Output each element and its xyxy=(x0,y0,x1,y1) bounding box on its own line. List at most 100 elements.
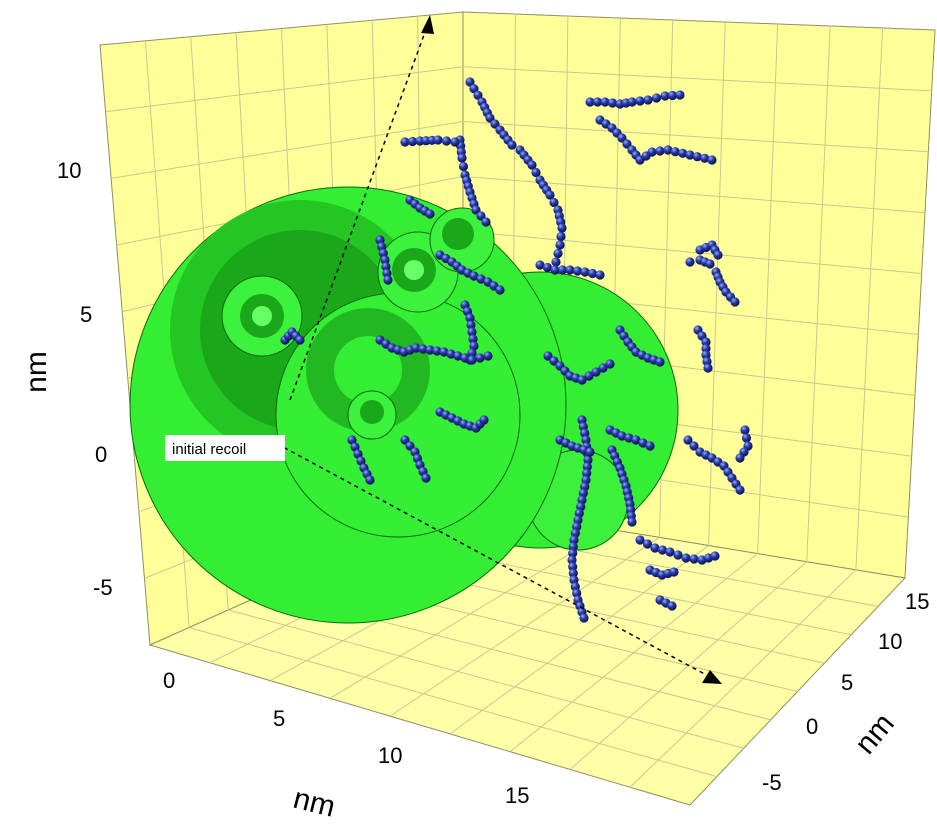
tick-depth-2: 5 xyxy=(841,670,853,695)
atom-marker xyxy=(465,313,475,323)
atom-marker xyxy=(595,270,605,280)
grid-right-wall-v-4 xyxy=(462,230,922,275)
atom-marker xyxy=(557,223,567,233)
grid-floor-u-1 xyxy=(188,627,718,778)
atom-marker xyxy=(433,135,443,145)
atom-marker xyxy=(439,347,449,357)
atom-marker xyxy=(607,98,618,108)
axis-label-front: nm xyxy=(290,782,338,824)
atom-marker xyxy=(460,353,470,363)
atom-marker xyxy=(647,147,657,157)
atom-marker xyxy=(469,84,479,94)
atom-marker xyxy=(545,190,555,200)
sphere-small-left-core xyxy=(252,306,272,326)
atom-marker xyxy=(667,90,678,101)
atom-marker xyxy=(655,357,665,367)
atom-marker xyxy=(591,367,601,377)
atom-marker xyxy=(577,375,587,385)
atom-marker xyxy=(587,268,598,279)
tick-front-0: 0 xyxy=(163,668,175,693)
atom-marker xyxy=(468,334,478,344)
grid-right-wall-v-1 xyxy=(462,66,932,92)
atom-marker xyxy=(446,349,456,359)
atom-marker xyxy=(531,167,541,178)
tick-depth-3: 0 xyxy=(806,714,818,739)
atom-markers xyxy=(280,77,753,623)
atom-marker xyxy=(483,351,493,361)
atom-marker xyxy=(600,97,610,107)
atom-marker xyxy=(467,327,477,337)
atom-marker xyxy=(624,433,634,443)
atom-marker xyxy=(476,274,486,284)
atom-marker xyxy=(555,240,565,250)
atom-marker xyxy=(407,136,418,147)
atom-marker xyxy=(450,137,460,147)
atom-marker xyxy=(469,341,479,351)
atom-marker xyxy=(741,433,752,443)
atom-marker xyxy=(657,545,668,555)
atom-marker xyxy=(479,415,489,425)
atom-marker xyxy=(475,353,485,363)
atom-marker xyxy=(473,90,483,100)
atom-marker xyxy=(481,217,491,227)
atom-marker xyxy=(703,363,713,373)
grid-right-wall-u-8 xyxy=(855,27,884,570)
atom-marker xyxy=(730,297,740,307)
atom-marker xyxy=(635,535,645,545)
atom-marker xyxy=(581,435,591,445)
atom-marker xyxy=(585,447,595,457)
arrow-up-head xyxy=(421,15,434,34)
grid-floor-v-8 xyxy=(629,569,857,788)
atom-marker xyxy=(295,335,305,345)
atom-marker xyxy=(365,475,375,485)
sphere-inner-core xyxy=(334,336,402,404)
atom-marker xyxy=(582,462,592,472)
atom-marker xyxy=(535,260,545,270)
atom-marker xyxy=(592,97,603,107)
atom-marker xyxy=(735,485,745,495)
axis-label-vertical: nm xyxy=(20,351,53,393)
arrow-recoil-line xyxy=(269,439,713,679)
atom-marker xyxy=(350,442,360,452)
atom-marker xyxy=(643,95,653,105)
atom-marker xyxy=(583,455,593,465)
atom-marker xyxy=(567,555,577,565)
annotation-initial-recoil: initial recoil xyxy=(172,441,246,458)
tick-vertical-3: -5 xyxy=(93,575,113,600)
atom-marker xyxy=(627,97,637,107)
grid-floor-v-3 xyxy=(329,528,611,699)
atom-marker xyxy=(683,435,693,445)
tick-front-3: 15 xyxy=(505,783,529,808)
atom-marker xyxy=(457,153,467,163)
grid-right-wall-u-7 xyxy=(806,25,831,562)
atom-marker xyxy=(565,265,575,275)
atom-marker xyxy=(645,441,655,451)
atom-marker xyxy=(418,344,428,354)
atom-marker xyxy=(685,257,695,267)
atom-marker xyxy=(598,363,608,373)
atom-marker xyxy=(579,613,589,623)
atom-marker xyxy=(735,453,745,463)
atom-marker xyxy=(605,359,615,369)
tick-front-2: 10 xyxy=(378,743,402,768)
atom-marker xyxy=(507,140,517,150)
atom-marker xyxy=(425,209,435,219)
tick-depth-0: 15 xyxy=(905,589,929,614)
atom-marker xyxy=(400,137,410,147)
atom-marker xyxy=(700,153,710,163)
atom-marker xyxy=(432,346,442,356)
tick-vertical-2: 0 xyxy=(95,442,107,467)
atom-marker xyxy=(692,152,702,162)
atom-marker xyxy=(689,441,699,451)
atom-marker xyxy=(425,345,435,355)
atom-marker xyxy=(681,553,691,563)
tick-front-1: 5 xyxy=(273,706,285,731)
atom-marker xyxy=(701,337,711,347)
atom-marker xyxy=(568,568,578,578)
atom-marker xyxy=(551,257,561,267)
atom-marker xyxy=(689,554,699,564)
atom-marker xyxy=(569,535,579,545)
atom-marker xyxy=(655,146,665,156)
atom-marker xyxy=(669,567,679,577)
